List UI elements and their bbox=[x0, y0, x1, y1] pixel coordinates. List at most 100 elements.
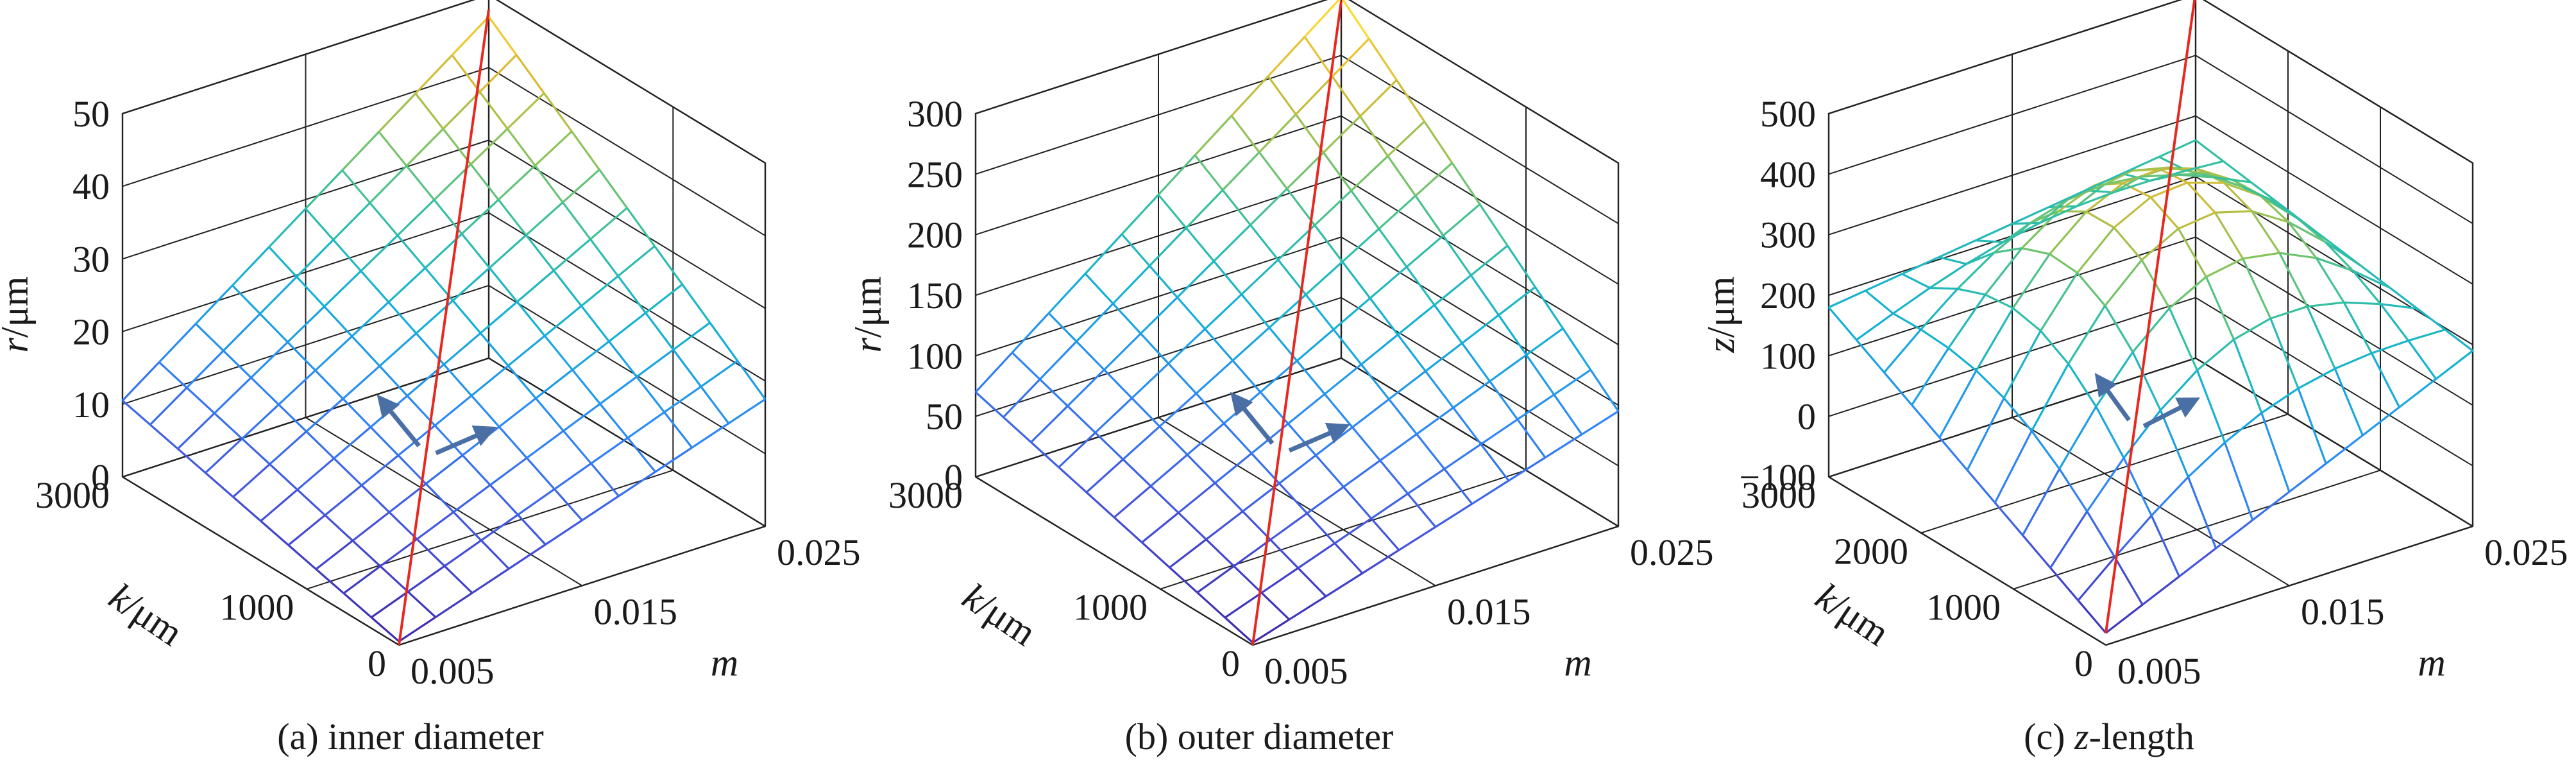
gridline-z bbox=[122, 212, 766, 382]
surface-line bbox=[2178, 211, 2216, 230]
surface-line bbox=[618, 470, 656, 497]
surface-line bbox=[1103, 369, 1133, 399]
surface-line bbox=[1058, 431, 1096, 469]
surface-line bbox=[1113, 516, 1143, 544]
surface-line bbox=[1324, 363, 1362, 395]
surface-line bbox=[2351, 270, 2382, 305]
surface-line bbox=[205, 472, 234, 498]
surface-line bbox=[1562, 327, 1592, 371]
gridline-m bbox=[122, 114, 400, 646]
surface-line bbox=[2048, 189, 2087, 209]
surface-line bbox=[2334, 368, 2364, 436]
surface-line bbox=[1085, 458, 1124, 494]
z-tick-label: 250 bbox=[907, 153, 963, 195]
surface-line bbox=[507, 365, 537, 399]
z-tick-label: 0 bbox=[944, 456, 963, 498]
surface-line bbox=[2187, 182, 2216, 214]
surface-line bbox=[1269, 539, 1299, 569]
surface-line bbox=[1158, 392, 1197, 427]
surface-line bbox=[1994, 247, 2022, 254]
surface-line bbox=[2012, 206, 2049, 225]
surface-line bbox=[2371, 340, 2409, 354]
surface-line bbox=[2269, 318, 2300, 389]
surface-line bbox=[2104, 175, 2142, 186]
grid bbox=[1828, 0, 2473, 646]
k-tick-label: 3000 bbox=[888, 474, 963, 516]
surface-line bbox=[1470, 275, 1500, 316]
surface-line bbox=[1084, 273, 1114, 305]
surface-line bbox=[2121, 155, 2160, 175]
surface-line bbox=[1369, 297, 1399, 336]
surface-line bbox=[2223, 182, 2253, 212]
surface-line bbox=[1975, 370, 2005, 399]
surface-line bbox=[250, 341, 289, 379]
surface-line bbox=[1296, 329, 1335, 362]
surface-line bbox=[1303, 0, 1341, 38]
surface-line bbox=[232, 496, 262, 522]
surface-line bbox=[2131, 307, 2171, 353]
surface-line bbox=[287, 341, 316, 372]
surface-line bbox=[443, 363, 473, 397]
surface-line bbox=[1305, 261, 1343, 296]
surface-line bbox=[1341, 228, 1380, 263]
surface-line bbox=[2251, 491, 2290, 521]
surface-line bbox=[2150, 515, 2180, 577]
surface-line bbox=[379, 565, 409, 593]
surface-line bbox=[287, 306, 325, 343]
surface-line bbox=[1241, 259, 1279, 295]
surface-line bbox=[636, 349, 674, 378]
surface-line bbox=[259, 313, 289, 343]
surface-line bbox=[2223, 160, 2252, 184]
surface-line bbox=[1378, 194, 1416, 230]
surface-line bbox=[2195, 139, 2224, 162]
surface-line bbox=[2297, 388, 2327, 464]
surface-line bbox=[2398, 378, 2437, 408]
surface-line bbox=[241, 404, 280, 440]
surface-line bbox=[2306, 306, 2336, 370]
surface-line bbox=[1994, 430, 2033, 503]
surface-line bbox=[1498, 315, 1527, 356]
surface-line bbox=[1112, 264, 1151, 305]
surface-line bbox=[1545, 433, 1582, 459]
surface-line bbox=[1224, 592, 1262, 619]
surface-line bbox=[2325, 241, 2363, 268]
surface-line bbox=[1222, 151, 1260, 191]
surface-line bbox=[287, 514, 326, 546]
surface-line bbox=[1350, 155, 1389, 192]
z-tick-label: 300 bbox=[1760, 214, 1816, 256]
surface-line bbox=[1103, 332, 1142, 371]
surface-line bbox=[1362, 549, 1400, 574]
surface-line bbox=[1260, 592, 1291, 621]
surface-line bbox=[507, 335, 546, 367]
surface-line bbox=[470, 128, 509, 166]
surface-line bbox=[1883, 372, 1913, 406]
surface-line bbox=[333, 458, 362, 487]
surface-line bbox=[2085, 211, 2115, 228]
surface-line bbox=[498, 397, 537, 428]
surface-line bbox=[617, 245, 656, 277]
surface-line bbox=[1370, 517, 1400, 551]
surface-line bbox=[1221, 189, 1251, 226]
surface-line bbox=[2214, 212, 2244, 259]
surface-line bbox=[1140, 332, 1169, 365]
surface-line bbox=[681, 284, 711, 323]
surface-line bbox=[2049, 211, 2087, 255]
surface-line bbox=[2214, 176, 2251, 184]
surface-line bbox=[1920, 288, 1958, 331]
surface-line bbox=[1343, 460, 1381, 488]
gridline-z bbox=[122, 67, 766, 237]
surface-line bbox=[1113, 485, 1152, 519]
z-tick-label: 40 bbox=[72, 166, 110, 207]
surface-line bbox=[1911, 347, 1950, 406]
surface-line bbox=[2095, 406, 2125, 459]
surface-line bbox=[479, 332, 509, 366]
caption-b: (b) outer diameter bbox=[1125, 716, 1394, 757]
surface-line bbox=[1479, 203, 1509, 246]
surface-line bbox=[534, 164, 564, 203]
surface-line bbox=[314, 335, 353, 372]
surface-line bbox=[1360, 334, 1399, 365]
surface-line bbox=[663, 385, 702, 413]
surface-line bbox=[407, 565, 446, 593]
surface-line bbox=[296, 457, 335, 491]
z-tick-label: 150 bbox=[907, 275, 963, 316]
